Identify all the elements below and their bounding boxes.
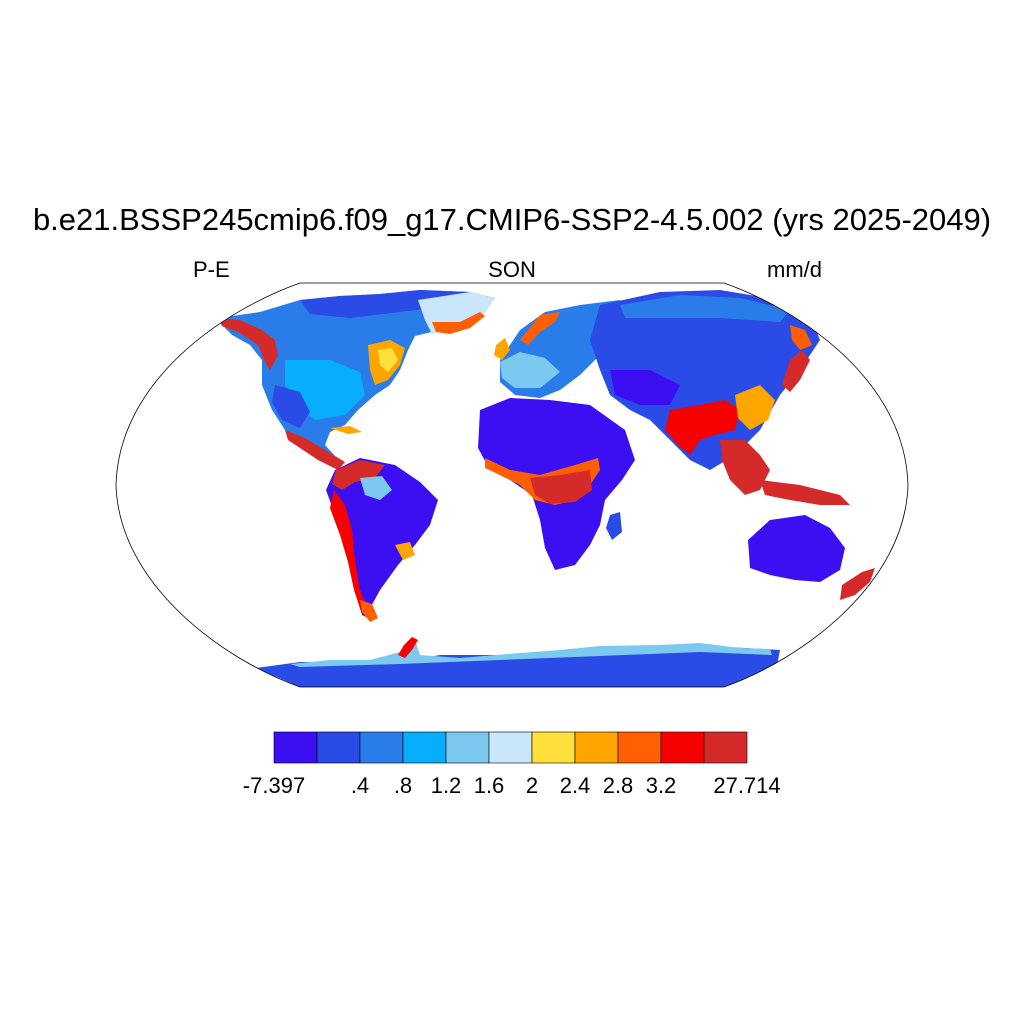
kamchatka-wet	[790, 325, 812, 350]
british-isles	[494, 338, 510, 360]
us-southwest-dry	[272, 385, 310, 428]
colorbar-label: .4	[351, 773, 369, 798]
colorbar-swatch	[316, 731, 361, 764]
colorbar-label: 1.6	[474, 773, 505, 798]
madagascar	[606, 512, 622, 540]
colorbar-swatch	[574, 731, 619, 764]
right-subtitle: mm/d	[767, 257, 822, 282]
south-asia-monsoon	[665, 400, 740, 455]
amazon-core	[360, 476, 392, 500]
colorbar-label: 2.8	[603, 773, 634, 798]
center-subtitle: SON	[488, 257, 536, 282]
antarctic-peninsula	[398, 637, 418, 658]
cuba	[330, 426, 362, 434]
alaska-coast-wet	[218, 318, 278, 370]
colorbar-swatch	[402, 731, 447, 764]
central-america-wet	[285, 430, 345, 470]
colorbar-swatch	[445, 731, 490, 764]
colorbar-label: 1.2	[431, 773, 462, 798]
andes-wet	[330, 490, 368, 614]
plot-title: b.e21.BSSP245cmip6.f09_g17.CMIP6-SSP2-4.…	[32, 202, 992, 237]
greenland-south-wet	[432, 312, 485, 334]
colorbar-swatch	[359, 731, 404, 764]
new-zealand	[840, 568, 875, 600]
colorbar-label: 3.2	[646, 773, 677, 798]
colorbar-label: .8	[394, 773, 412, 798]
congo-basin-wet	[530, 470, 592, 504]
colorbar-label: 2	[526, 773, 538, 798]
siberia-light	[620, 295, 790, 322]
indonesia-wet	[760, 480, 850, 505]
amazon-north-wet	[332, 460, 385, 490]
japan	[782, 350, 810, 392]
asia	[590, 290, 820, 470]
left-subtitle: P-E	[193, 257, 230, 282]
map-boundary	[115, 282, 909, 688]
patagonia-tip	[360, 600, 378, 622]
australia	[748, 515, 845, 582]
southeast-brazil-wet	[395, 542, 415, 560]
east-asia-wet	[735, 385, 775, 430]
colorbar-swatch	[617, 731, 662, 764]
colorbar-label: 2.4	[560, 773, 591, 798]
colorbar-swatch	[660, 731, 705, 764]
colorbar-swatch	[488, 731, 533, 764]
north-america-east-core	[378, 348, 398, 372]
asia-central-dry	[610, 370, 680, 405]
colorbar-label: -7.397	[243, 773, 305, 798]
scandinavia-coast-wet	[520, 312, 560, 345]
antarctica-region	[256, 645, 780, 687]
europe-west-light	[500, 352, 560, 388]
canada-arctic	[300, 290, 480, 318]
colorbar-swatch	[531, 731, 576, 764]
colorbar-label: 27.714	[713, 773, 780, 798]
southeast-asia-wet	[720, 440, 770, 495]
colorbar-swatch	[703, 731, 748, 764]
colorbar-swatch	[273, 731, 318, 764]
